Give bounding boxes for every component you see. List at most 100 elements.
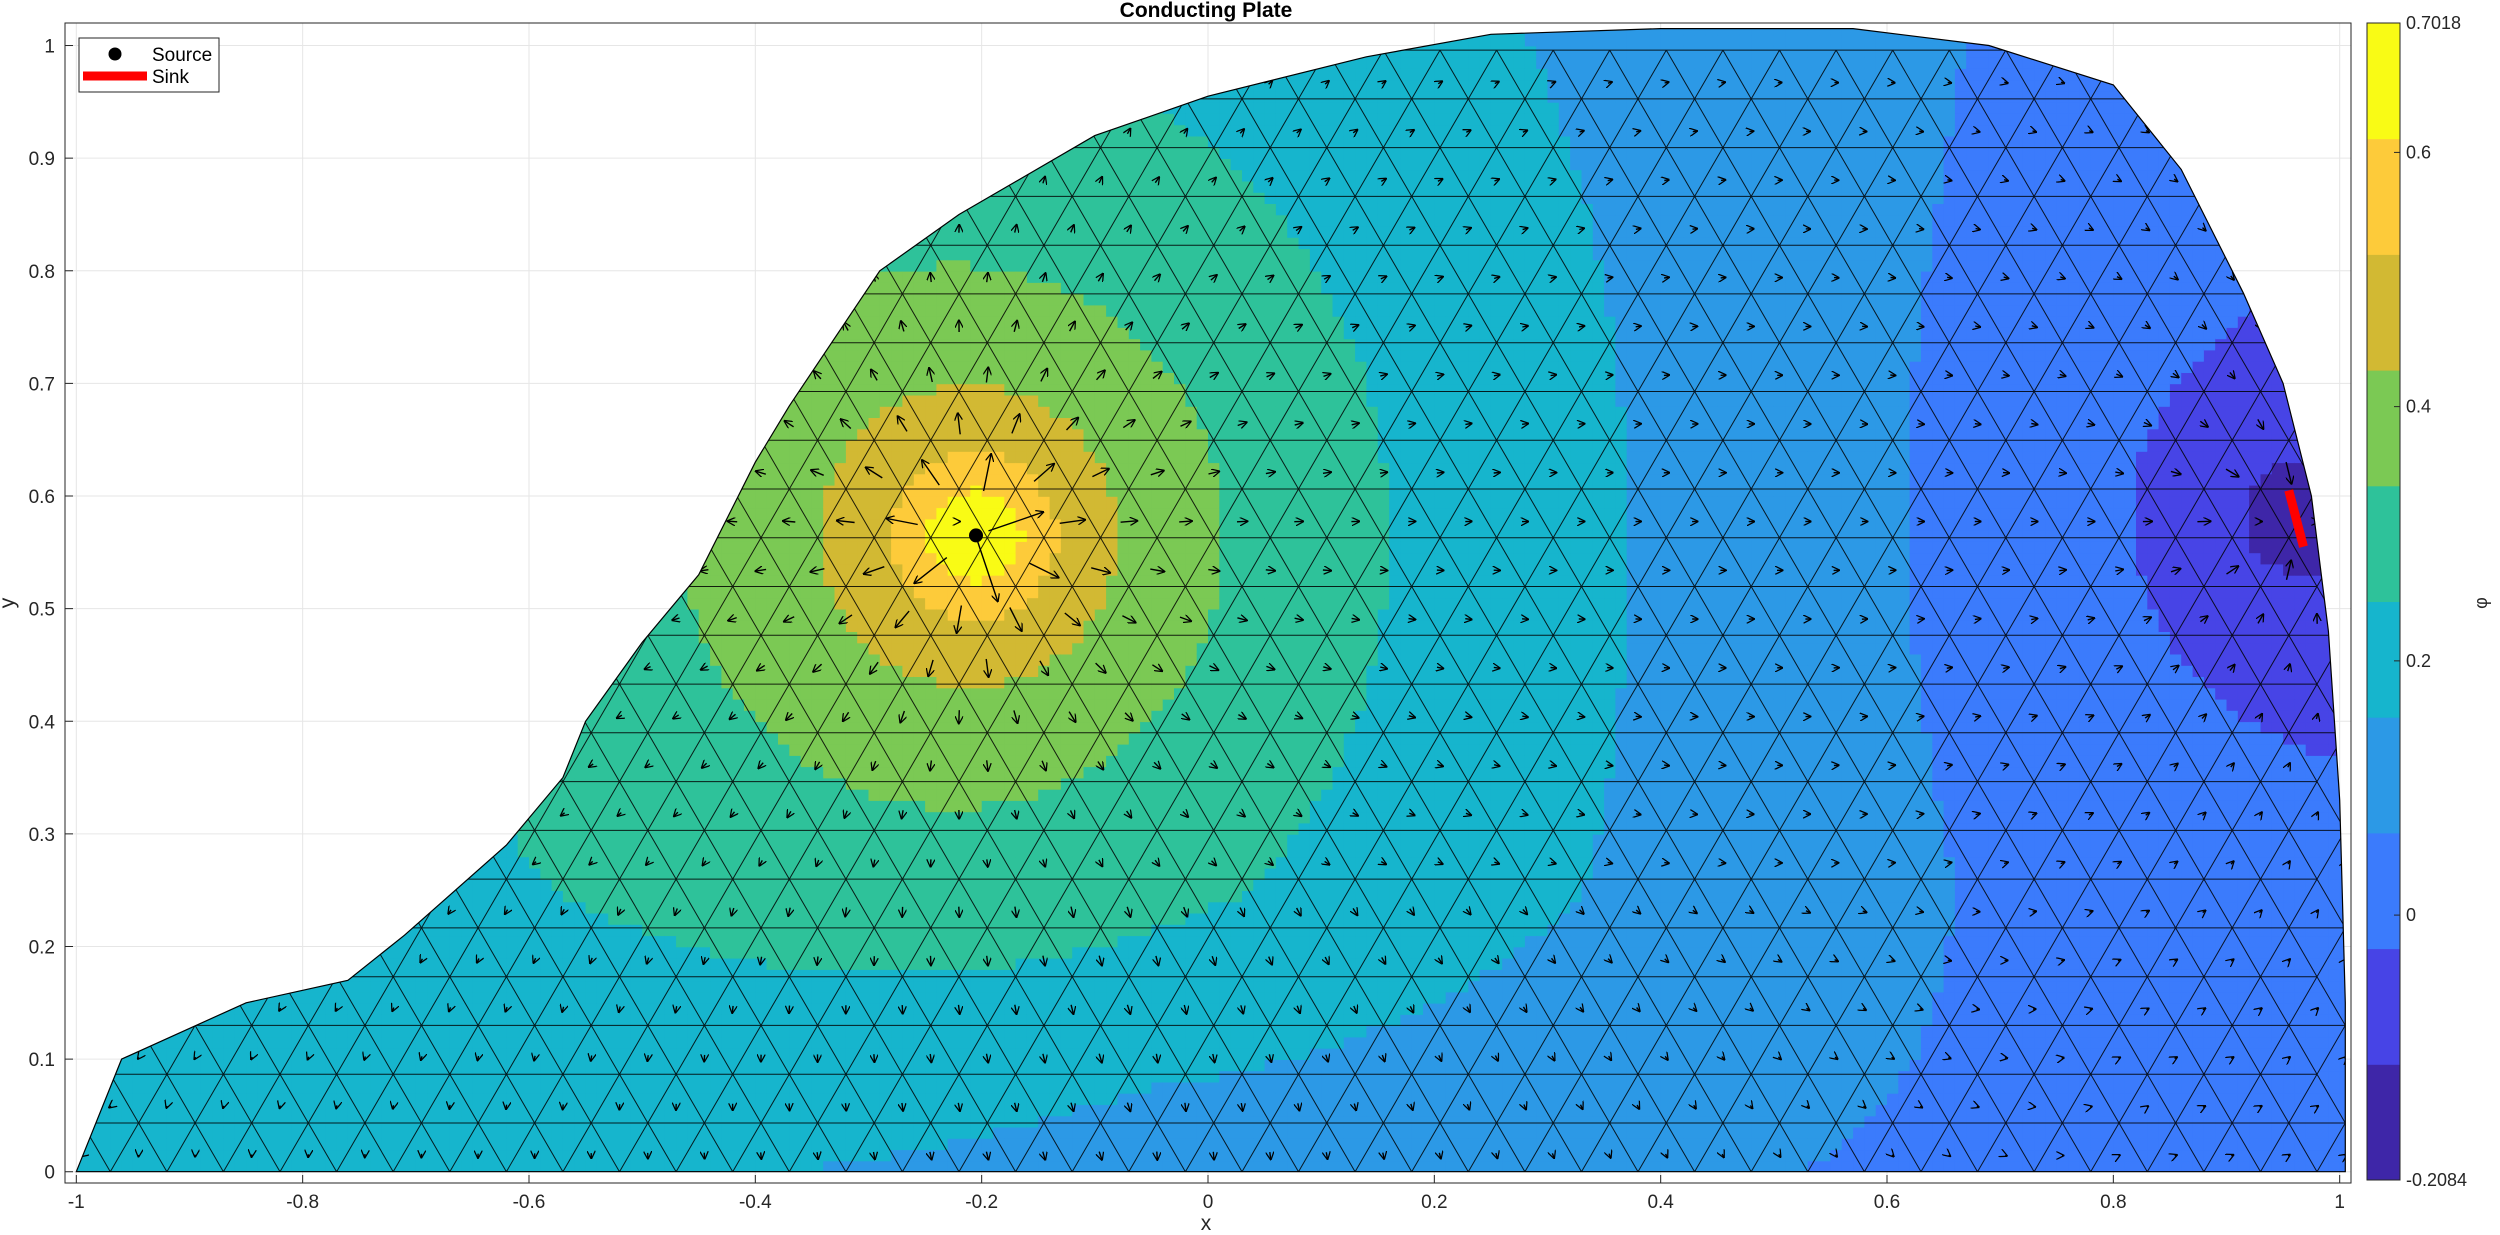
field-cell xyxy=(551,664,564,677)
field-cell xyxy=(574,101,587,114)
field-cell xyxy=(234,743,247,756)
field-cell xyxy=(585,124,598,137)
field-cell xyxy=(529,28,542,36)
field-cell xyxy=(517,237,530,250)
field-cell xyxy=(359,293,372,306)
field-cell xyxy=(427,1014,440,1027)
field-cell xyxy=(144,800,157,813)
field-cell xyxy=(99,1081,112,1094)
field-cell xyxy=(87,158,100,171)
field-cell xyxy=(393,79,406,92)
field-cell xyxy=(76,28,89,36)
field-cell xyxy=(155,518,168,531)
field-cell xyxy=(268,574,281,587)
field-cell xyxy=(189,552,202,565)
field-cell xyxy=(302,563,315,576)
field-cell xyxy=(257,687,270,700)
field-cell xyxy=(76,980,78,993)
field-cell xyxy=(76,698,89,711)
field-cell xyxy=(314,890,327,903)
field-cell xyxy=(540,169,553,182)
field-cell xyxy=(574,1036,587,1049)
field-cell xyxy=(302,282,315,295)
field-cell xyxy=(596,282,609,295)
field-cell xyxy=(189,1059,202,1072)
field-cell xyxy=(155,845,168,858)
field-cell xyxy=(336,1025,349,1038)
field-cell xyxy=(449,56,462,69)
field-cell xyxy=(76,270,78,283)
field-cell xyxy=(461,1104,474,1117)
field-cell xyxy=(87,462,100,475)
field-cell xyxy=(212,1036,225,1049)
field-cell xyxy=(178,259,191,272)
field-cell xyxy=(529,394,542,407)
field-cell xyxy=(449,619,462,632)
field-cell xyxy=(178,845,191,858)
field-cell xyxy=(155,1081,168,1094)
field-cell xyxy=(574,833,587,846)
field-cell xyxy=(166,574,179,587)
field-cell xyxy=(551,439,564,452)
field-cell xyxy=(381,68,394,81)
field-cell xyxy=(562,856,575,869)
field-cell xyxy=(76,980,89,993)
field-cell xyxy=(246,34,259,47)
field-cell xyxy=(427,225,440,238)
field-cell xyxy=(404,338,417,351)
field-cell xyxy=(495,1115,508,1128)
field-cell xyxy=(166,315,179,328)
field-cell xyxy=(393,282,406,295)
field-cell xyxy=(76,293,78,306)
field-cell xyxy=(585,135,598,148)
field-cell xyxy=(438,743,451,756)
field-cell xyxy=(404,991,417,1004)
field-cell xyxy=(87,237,100,250)
field-cell xyxy=(99,653,112,666)
field-cell xyxy=(76,203,89,216)
field-cell xyxy=(540,315,553,328)
field-cell xyxy=(268,327,281,340)
field-cell xyxy=(483,496,496,509)
field-cell xyxy=(540,203,553,216)
field-cell xyxy=(370,631,383,644)
field-cell xyxy=(529,642,542,655)
field-cell xyxy=(336,1092,349,1105)
field-cell xyxy=(314,878,327,891)
field-cell xyxy=(166,473,179,486)
field-cell xyxy=(506,788,519,801)
field-cell xyxy=(223,56,236,69)
field-cell xyxy=(246,563,259,576)
field-cell xyxy=(200,935,213,948)
field-cell xyxy=(506,1149,519,1162)
field-cell xyxy=(325,563,338,576)
field-cell xyxy=(517,800,530,813)
field-cell xyxy=(223,315,236,328)
field-cell xyxy=(540,541,553,554)
field-cell xyxy=(76,394,78,407)
field-cell xyxy=(246,428,259,441)
field-cell xyxy=(427,597,440,610)
field-cell xyxy=(166,180,179,193)
field-cell xyxy=(551,113,564,126)
field-cell xyxy=(76,507,78,520)
field-cell xyxy=(585,653,598,666)
field-cell xyxy=(415,608,428,621)
field-cell xyxy=(166,417,179,430)
field-cell xyxy=(291,676,304,689)
field-cell xyxy=(381,676,394,689)
field-cell xyxy=(246,867,259,880)
field-cell xyxy=(404,574,417,587)
field-cell xyxy=(234,991,247,1004)
field-cell xyxy=(314,811,327,824)
field-cell xyxy=(449,507,462,520)
field-cell xyxy=(200,225,213,238)
field-cell xyxy=(438,912,451,925)
field-cell xyxy=(76,146,78,159)
field-cell xyxy=(223,1138,236,1151)
field-cell xyxy=(132,574,145,587)
field-cell xyxy=(347,282,360,295)
field-cell xyxy=(87,507,100,520)
field-cell xyxy=(381,1171,394,1172)
field-cell xyxy=(314,259,327,272)
